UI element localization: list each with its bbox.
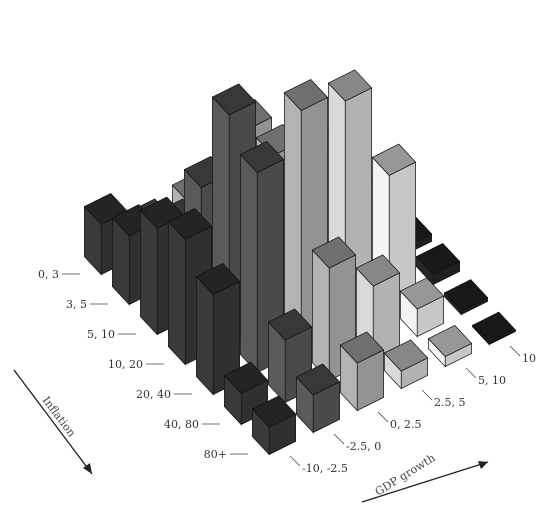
row-axis-arrowhead <box>83 463 92 474</box>
bar-top-face <box>383 339 429 372</box>
bar-top-face <box>251 395 297 428</box>
bar-side-face <box>196 275 214 396</box>
bar-top-face <box>355 254 401 287</box>
row-tick-label: 3, 5 <box>66 298 87 311</box>
bar <box>427 324 473 368</box>
bar-side-face <box>140 209 158 336</box>
col-tick-line <box>333 433 345 445</box>
bar-top-face <box>295 363 341 396</box>
bar-top-face <box>339 331 385 364</box>
row-tick-label: 0, 3 <box>38 268 59 281</box>
bar-top-face <box>283 78 329 112</box>
col-tick-label: 0, 2.5 <box>390 418 422 431</box>
bar-top-face <box>471 311 517 344</box>
bar-top-face <box>211 83 257 116</box>
row-tick-label: 20, 40 <box>136 388 171 401</box>
row-tick-label: 5, 10 <box>87 328 115 341</box>
col-tick-label: 10+ <box>522 352 536 365</box>
bar-side-face <box>312 249 330 382</box>
row-tick-labels: 0, 3 3, 5 5, 10 10, 20 20, 40 40, 80 80+ <box>38 268 248 461</box>
bar <box>443 279 489 316</box>
bar-top-face <box>415 242 461 276</box>
bar-top-face <box>195 262 241 296</box>
col-tick-line <box>289 455 301 467</box>
bar-top-face <box>167 207 213 241</box>
col-tick-label: 2.5, 5 <box>434 396 466 409</box>
col-axis-arrow <box>361 461 489 503</box>
bar <box>251 395 297 456</box>
bar-top-face <box>311 236 357 269</box>
bar <box>195 262 241 396</box>
col-tick-label: 5, 10 <box>478 374 506 387</box>
bar-top-face <box>399 277 445 310</box>
col-tick-line <box>509 345 521 357</box>
bars-group <box>83 69 517 456</box>
col-tick-line <box>377 411 389 423</box>
bar-top-face <box>443 279 489 312</box>
bar-top-face <box>427 324 473 358</box>
bar <box>339 331 385 412</box>
col-tick-labels: -10, -2.5 -2.5, 0 0, 2.5 2.5, 5 5, 10 10+ <box>289 345 536 475</box>
bar <box>355 254 401 360</box>
row-axis-arrow <box>13 369 93 475</box>
bar-top-face <box>327 69 373 102</box>
bar-top-face <box>223 361 269 394</box>
bar <box>415 242 461 286</box>
row-axis-title: Inflation <box>40 394 79 439</box>
bar-top-face <box>239 140 285 174</box>
col-tick-line <box>421 389 433 401</box>
bar <box>399 277 445 338</box>
row-tick-label: 40, 80 <box>164 418 199 431</box>
row-tick-label: 80+ <box>204 448 227 461</box>
bar-side-face <box>168 220 186 366</box>
bar-top-face <box>267 308 313 341</box>
bar-top-face <box>371 143 417 176</box>
bar <box>471 311 517 346</box>
col-tick-label: -2.5, 0 <box>346 440 381 453</box>
bar <box>295 363 341 434</box>
bar <box>383 339 429 390</box>
col-tick-line <box>465 367 477 379</box>
row-tick-label: 10, 20 <box>108 358 143 371</box>
bar-side-face <box>240 153 258 374</box>
col-tick-label: -10, -2.5 <box>302 462 348 475</box>
col-axis-arrowhead <box>478 461 488 469</box>
col-axis-title: GDP growth <box>373 451 438 498</box>
